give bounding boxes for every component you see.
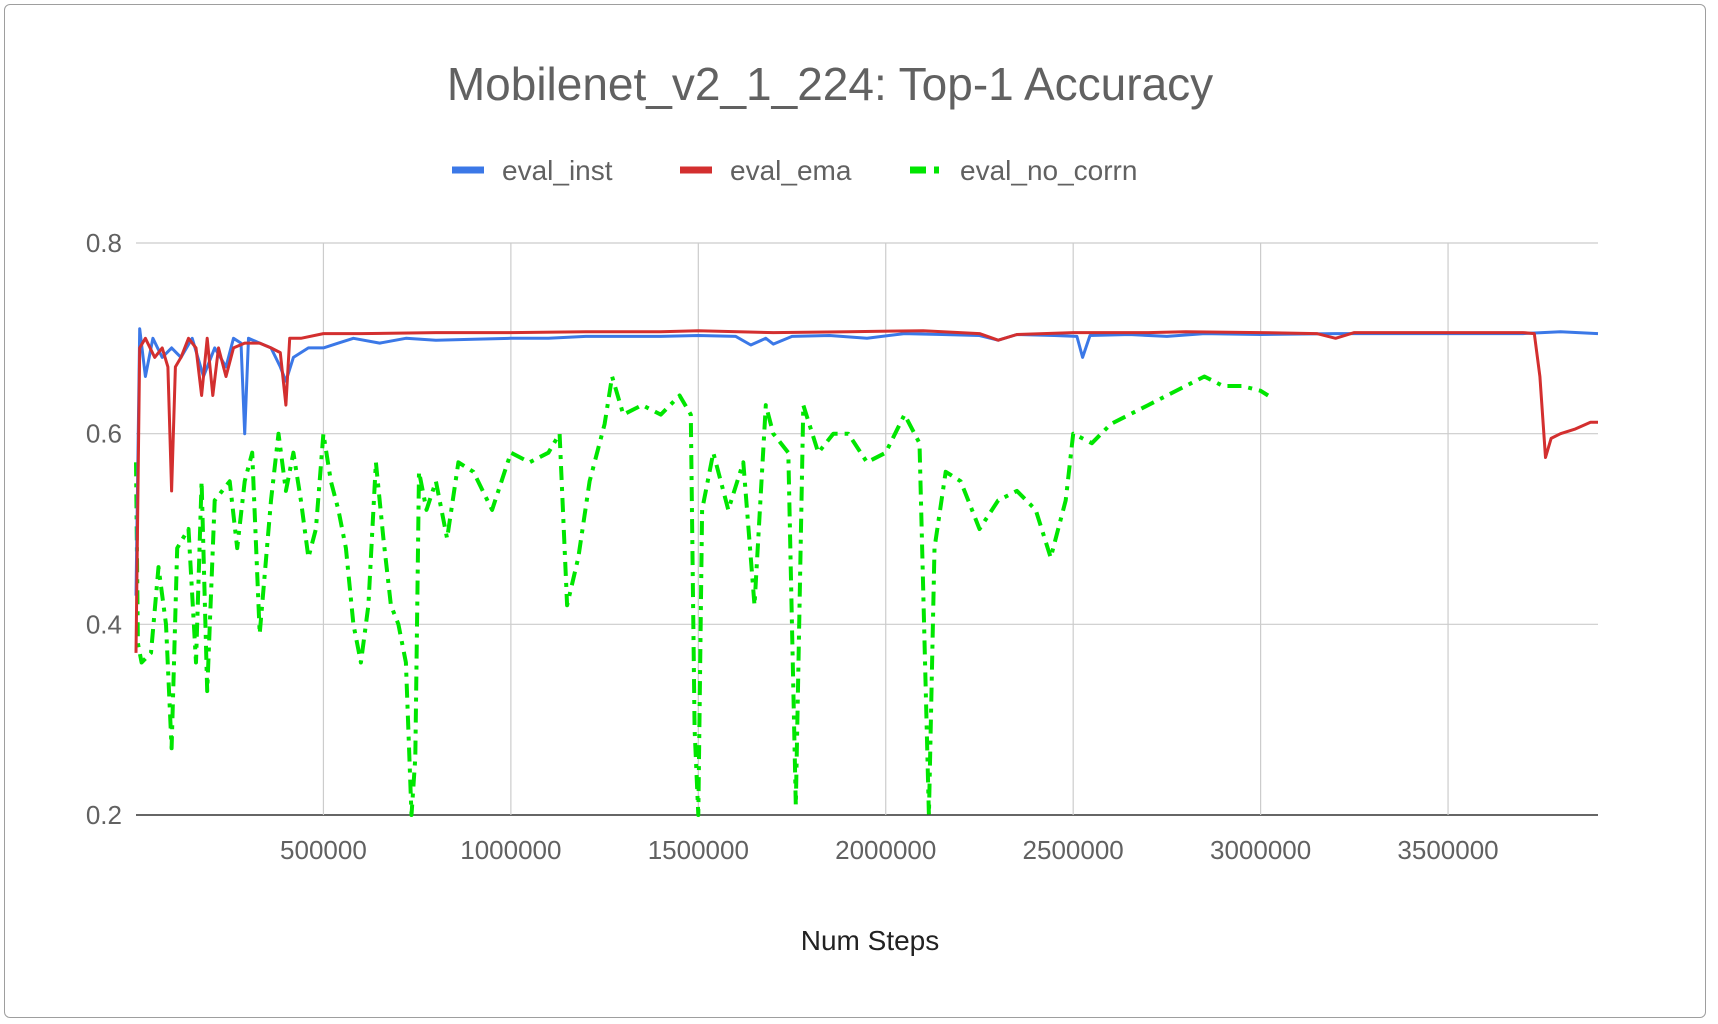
x-tick-label: 3500000 — [1397, 835, 1498, 865]
series-line-eval_inst — [134, 327, 1599, 596]
y-tick-label: 0.8 — [86, 228, 122, 258]
x-tick-label: 3000000 — [1210, 835, 1311, 865]
legend-label: eval_inst — [502, 155, 613, 186]
legend-label: eval_no_corrn — [960, 155, 1137, 186]
series-layer — [134, 327, 1599, 817]
legend-label: eval_ema — [730, 155, 852, 186]
legend-item: eval_inst — [452, 155, 613, 186]
y-tick-label: 0.2 — [86, 800, 122, 830]
series-line-eval_no_corrn — [134, 374, 1270, 817]
x-axis: 500000 1000000 1500000 2000000 2500000 300000… — [280, 835, 1499, 865]
y-axis: 0.2 0.4 0.6 0.8 — [86, 228, 122, 830]
grid — [136, 242, 1598, 816]
x-tick-label: 500000 — [280, 835, 367, 865]
legend: eval_inst eval_ema eval_no_corrn — [452, 155, 1137, 186]
legend-item: eval_no_corrn — [910, 155, 1137, 186]
x-tick-label: 2500000 — [1023, 835, 1124, 865]
chart-title: Mobilenet_v2_1_224: Top-1 Accuracy — [447, 58, 1213, 110]
x-tick-label: 1000000 — [460, 835, 561, 865]
legend-item: eval_ema — [680, 155, 852, 186]
x-tick-label: 2000000 — [835, 835, 936, 865]
x-axis-label: Num Steps — [801, 925, 940, 956]
chart-frame — [4, 4, 1706, 1018]
x-tick-label: 1500000 — [648, 835, 749, 865]
y-tick-label: 0.4 — [86, 609, 122, 639]
y-tick-label: 0.6 — [86, 419, 122, 449]
series-line-eval_ema — [134, 329, 1598, 653]
